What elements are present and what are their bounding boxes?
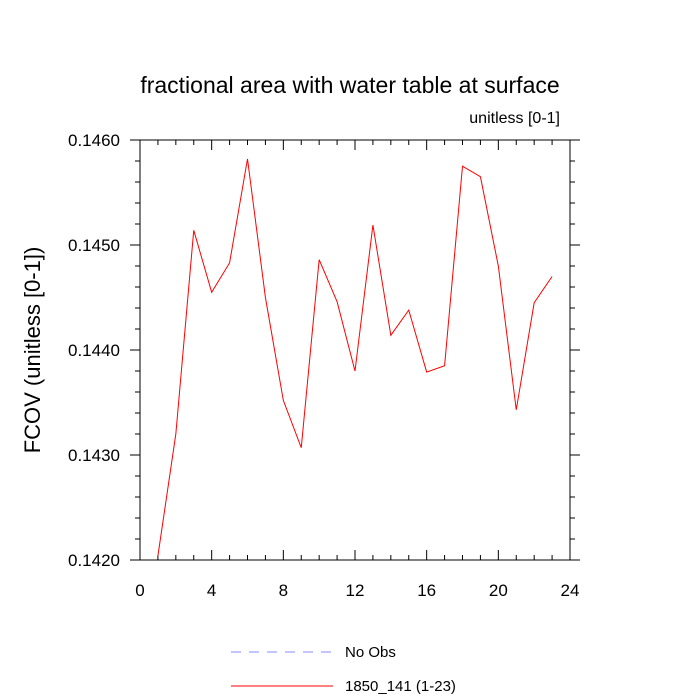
y-axis-label: FCOV (unitless [0-1])	[20, 247, 45, 454]
y-tick-label: 0.1430	[68, 446, 120, 465]
x-tick-label: 12	[346, 581, 365, 600]
x-tick-label: 8	[279, 581, 288, 600]
plot-frame	[139, 139, 571, 561]
chart-subtitle: unitless [0-1]	[469, 110, 560, 127]
x-tick-label: 24	[561, 581, 580, 600]
y-tick-label: 0.1460	[68, 131, 120, 150]
x-tick-label: 4	[207, 581, 216, 600]
x-tick-label: 16	[417, 581, 436, 600]
legend-label: 1850_141 (1-23)	[345, 678, 456, 695]
series-line-1	[157, 158, 553, 556]
y-tick-label: 0.1420	[68, 551, 120, 570]
series-layer	[157, 158, 553, 556]
ticks-layer: 0 4 8 12 16 20 24 0.1420 0.1430 0.1440 0.1450 0.146…	[68, 131, 580, 600]
chart-title: fractional area with water table at surf…	[140, 72, 559, 98]
x-tick-label: 20	[489, 581, 508, 600]
x-tick-label: 0	[135, 581, 144, 600]
y-tick-label: 0.1450	[68, 236, 120, 255]
y-tick-label: 0.1440	[68, 341, 120, 360]
legend-label: No Obs	[345, 644, 396, 661]
legend: No Obs 1850_141 (1-23)	[231, 644, 456, 695]
